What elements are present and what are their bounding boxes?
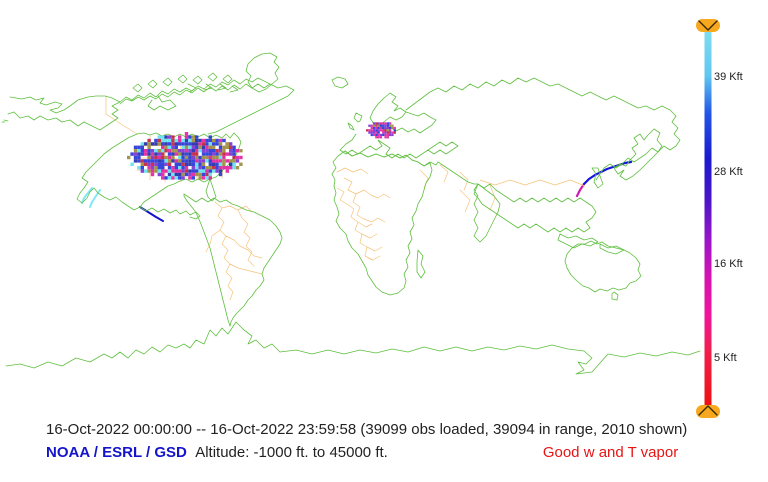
svg-text:16 Kft: 16 Kft <box>714 258 743 270</box>
svg-text:39 Kft: 39 Kft <box>714 71 743 83</box>
svg-text:28 Kft: 28 Kft <box>714 166 743 178</box>
svg-text:5 Kft: 5 Kft <box>714 352 737 364</box>
